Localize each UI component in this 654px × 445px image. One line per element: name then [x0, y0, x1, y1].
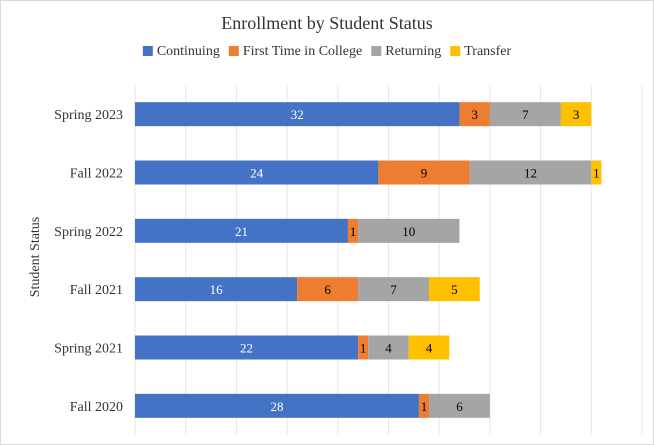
bar-continuing-fall-2022 — [135, 160, 379, 185]
category-label-spring-2022: Spring 2022 — [54, 225, 123, 240]
bar-first-time-in-college-fall-2020 — [418, 393, 430, 418]
bar-returning-fall-2020 — [429, 393, 490, 418]
y-axis-title: Student Status — [28, 217, 43, 298]
data-label: 21 — [235, 224, 248, 239]
bar-first-time-in-college-spring-2021 — [358, 335, 369, 360]
category-label-spring-2023: Spring 2023 — [54, 108, 123, 123]
legend-item-returning: Returning — [371, 44, 441, 59]
bar-transfer-fall-2022 — [591, 160, 602, 185]
gridlines — [134, 85, 643, 435]
data-label: 24 — [250, 166, 264, 181]
bar-transfer-fall-2021 — [429, 277, 480, 302]
category-label-spring-2021: Spring 2021 — [54, 342, 123, 357]
bar-continuing-fall-2020 — [135, 393, 419, 418]
category-label-fall-2022: Fall 2022 — [70, 167, 123, 182]
data-label: 7 — [390, 282, 397, 297]
legend-item-transfer: Transfer — [450, 44, 512, 59]
bar-first-time-in-college-fall-2021 — [297, 277, 359, 302]
data-label: 6 — [456, 399, 463, 414]
data-label: 12 — [524, 166, 537, 181]
legend-label: First Time in College — [243, 44, 362, 59]
legend-swatch — [142, 46, 153, 56]
bar-transfer-spring-2021 — [408, 335, 450, 360]
data-label: 7 — [522, 107, 529, 122]
chart-title: Enrollment by Student Status — [221, 13, 433, 33]
data-label: 9 — [421, 166, 428, 181]
category-label-fall-2021: Fall 2021 — [70, 283, 123, 298]
category-label-fall-2020: Fall 2020 — [70, 400, 123, 415]
legend-label: Returning — [385, 44, 441, 59]
legend-swatch — [371, 46, 382, 56]
legend: Continuing First Time in College Returning… — [142, 44, 512, 59]
data-label: 22 — [240, 341, 253, 356]
legend-swatch — [228, 46, 239, 56]
data-label: 10 — [402, 224, 415, 239]
bar-first-time-in-college-spring-2022 — [347, 218, 359, 243]
bar-transfer-spring-2023 — [560, 102, 592, 127]
data-label: 16 — [210, 282, 224, 297]
data-label: 6 — [324, 282, 331, 297]
data-label: 1 — [593, 166, 600, 181]
data-label: 4 — [426, 341, 433, 356]
data-label: 28 — [270, 399, 283, 414]
data-label: 1 — [350, 224, 357, 239]
data-label: 1 — [360, 341, 367, 356]
bar-continuing-spring-2021 — [135, 335, 359, 360]
legend-item-first-time-in-college: First Time in College — [228, 44, 362, 59]
legend-label: Continuing — [157, 44, 220, 59]
legend-item-continuing: Continuing — [142, 44, 220, 59]
data-label: 4 — [385, 341, 392, 356]
bar-continuing-fall-2021 — [135, 277, 298, 302]
legend-label: Transfer — [464, 44, 511, 59]
data-label: 5 — [451, 282, 458, 297]
bar-first-time-in-college-fall-2022 — [378, 160, 470, 185]
bar-returning-spring-2023 — [489, 102, 561, 127]
data-label: 32 — [291, 107, 304, 122]
bar-continuing-spring-2023 — [135, 102, 460, 127]
bar-continuing-spring-2022 — [135, 218, 348, 243]
legend-swatch — [450, 46, 461, 56]
bar-first-time-in-college-spring-2023 — [459, 102, 490, 127]
data-label: 1 — [421, 399, 428, 414]
bar-returning-fall-2022 — [469, 160, 592, 185]
data-label: 3 — [471, 107, 478, 122]
data-label: 3 — [573, 107, 580, 122]
bar-returning-spring-2021 — [368, 335, 409, 360]
category-labels: Spring 2023 Fall 2022 Spring 2022 Fall 2021… — [54, 108, 123, 415]
bar-returning-fall-2021 — [358, 277, 430, 302]
bar-returning-spring-2022 — [358, 218, 460, 243]
